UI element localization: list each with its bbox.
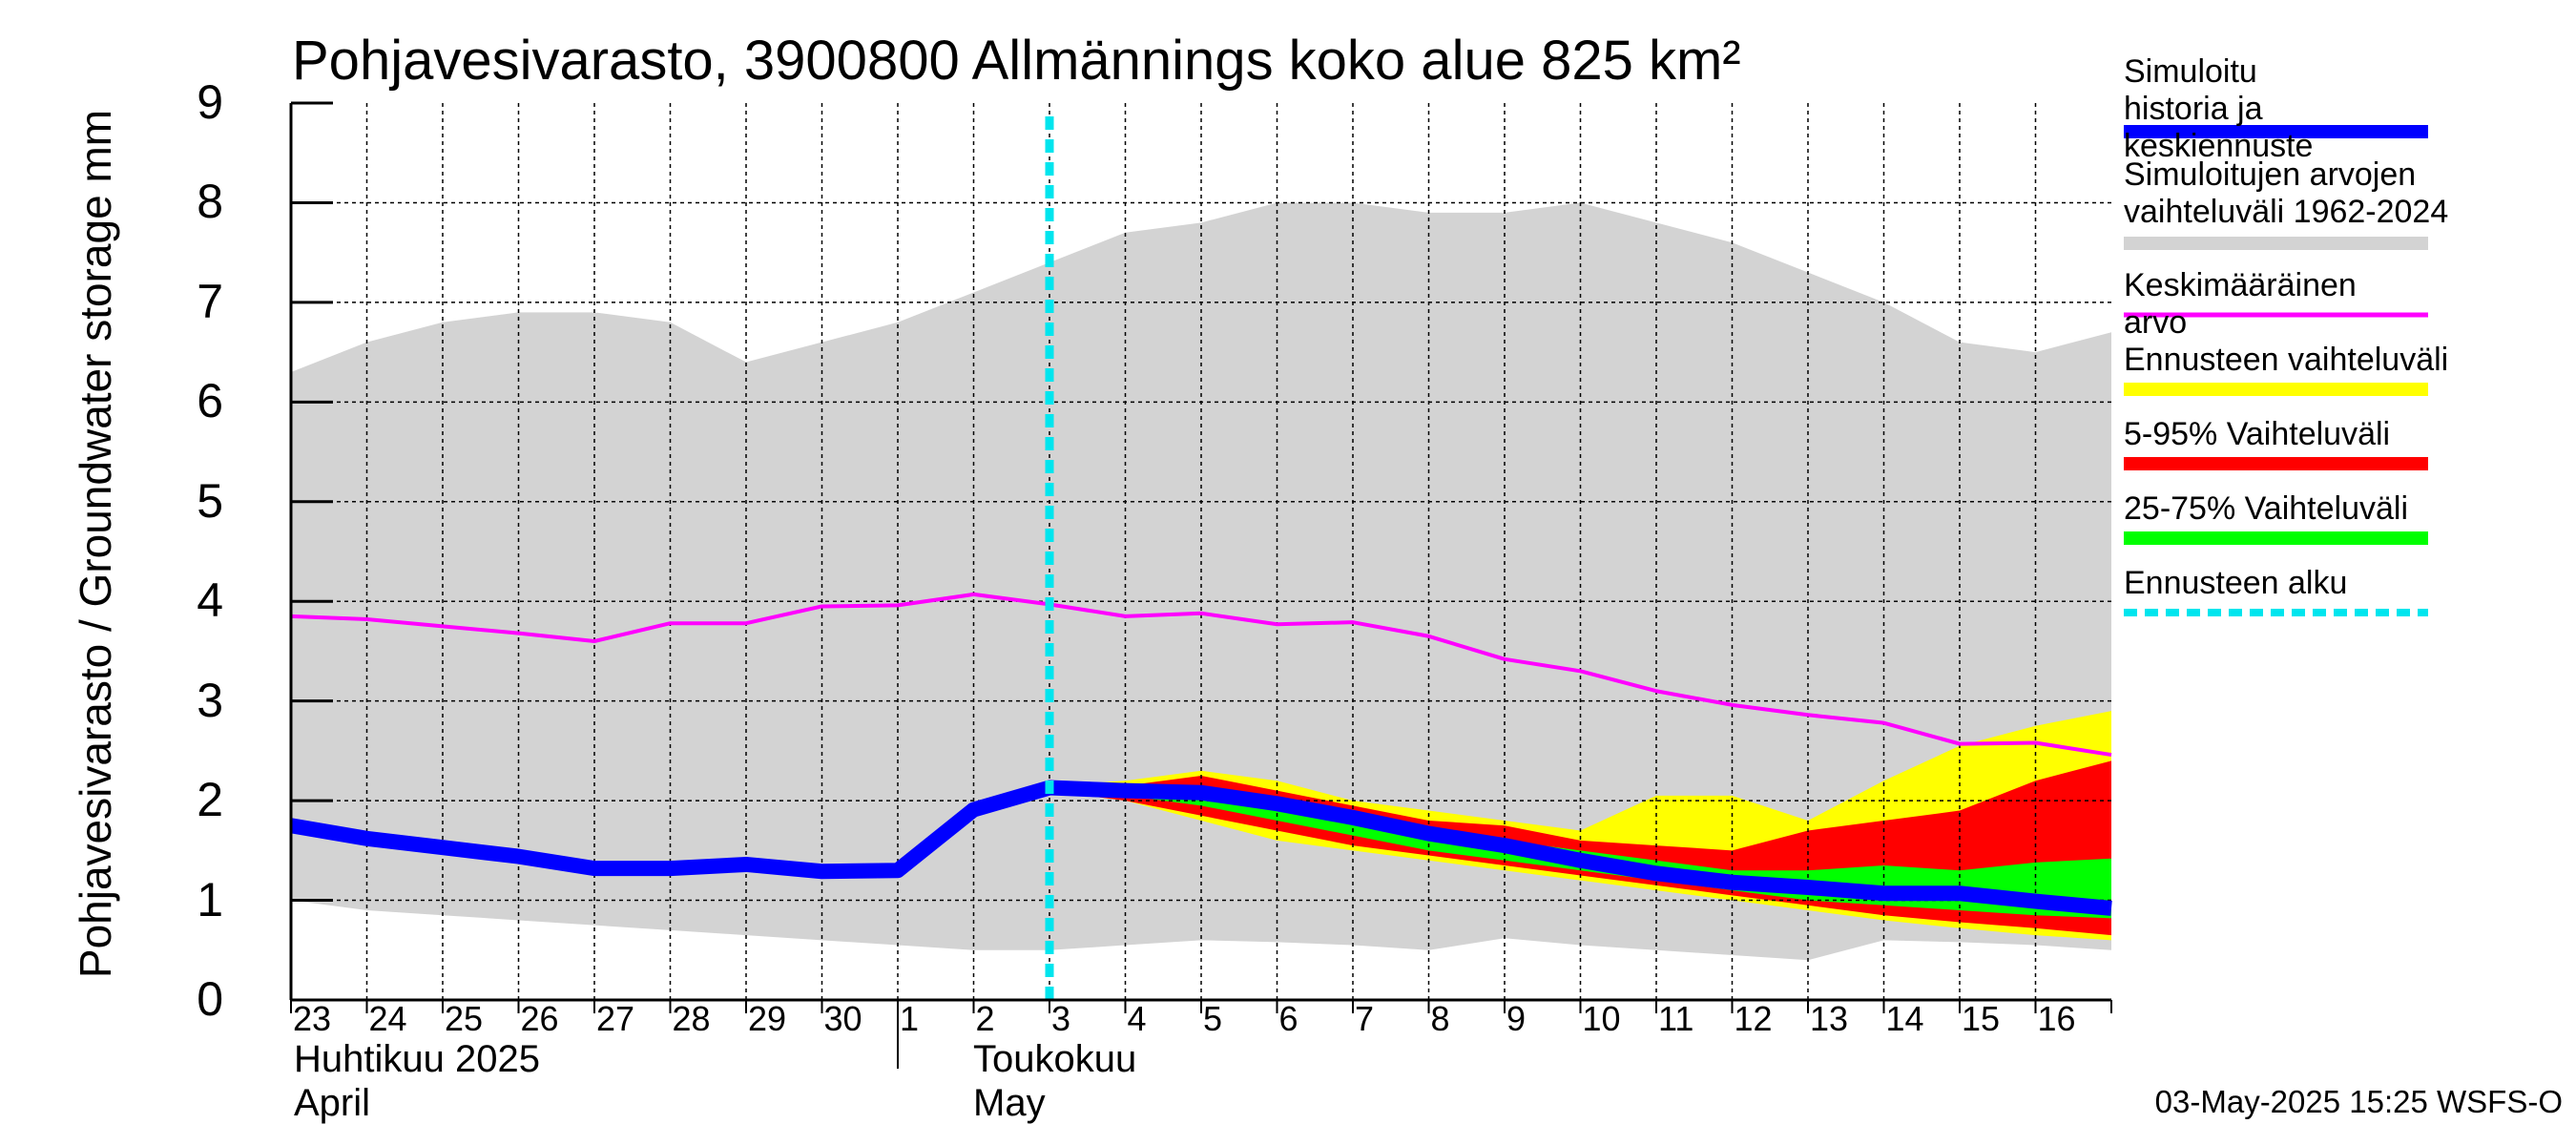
chart-title: Pohjavesivarasto, 3900800 Allmännings ko… bbox=[292, 30, 1741, 92]
x-tick-label: 4 bbox=[1127, 999, 1147, 1038]
x-tick-label: 24 bbox=[368, 999, 407, 1038]
x-tick-label: 12 bbox=[1734, 999, 1773, 1038]
x-tick-label: 30 bbox=[823, 999, 862, 1038]
timestamp: 03-May-2025 15:25 WSFS-O bbox=[2154, 1084, 2563, 1119]
x-tick-label: 26 bbox=[520, 999, 559, 1038]
month-label-april-en: April bbox=[294, 1082, 371, 1124]
x-tick-label: 5 bbox=[1203, 999, 1223, 1038]
x-tick-label: 23 bbox=[293, 999, 332, 1038]
x-tick-label: 13 bbox=[1810, 999, 1849, 1038]
x-tick-label: 9 bbox=[1506, 999, 1527, 1038]
legend-label-forecast-start: Ennusteen alku bbox=[2124, 565, 2348, 601]
x-tick-label: 15 bbox=[1962, 999, 2001, 1038]
x-tick-label: 2 bbox=[975, 999, 995, 1038]
line-simuloitu-historia-ja-keskiennuste bbox=[289, 780, 2112, 916]
legend-label-mean: Keskimääräinen arvo bbox=[2124, 267, 2357, 341]
month-label-april-fi: Huhtikuu 2025 bbox=[294, 1038, 540, 1080]
y-tick-label: 5 bbox=[197, 473, 223, 528]
line-keskim-r-inen-arvo bbox=[290, 592, 2112, 758]
y-tick-label: 3 bbox=[197, 673, 223, 727]
y-tick-label: 6 bbox=[197, 374, 223, 428]
x-tick-label: 3 bbox=[1051, 999, 1071, 1038]
x-tick-label: 29 bbox=[748, 999, 787, 1038]
y-tick-label: 2 bbox=[197, 773, 223, 827]
x-tick-label: 11 bbox=[1658, 999, 1694, 1038]
x-tick-label: 7 bbox=[1355, 999, 1375, 1038]
x-tick-label: 1 bbox=[900, 999, 920, 1038]
y-tick-label: 7 bbox=[197, 274, 223, 328]
legend-label-forecast-range: Ennusteen vaihteluväli bbox=[2124, 342, 2449, 378]
legend-label-25-75: 25-75% Vaihteluväli bbox=[2124, 490, 2408, 527]
month-label-may-en: May bbox=[973, 1082, 1046, 1124]
y-axis-label: Pohjavesivarasto / Groundwater storage m… bbox=[71, 109, 120, 979]
y-tick-label: 0 bbox=[197, 972, 223, 1026]
x-tick-label: 10 bbox=[1582, 999, 1621, 1038]
legend-label-5-95: 5-95% Vaihteluväli bbox=[2124, 416, 2391, 452]
y-tick-label: 8 bbox=[197, 175, 223, 229]
x-tick-label: 6 bbox=[1278, 999, 1298, 1038]
legend-label-sim-range: Simuloitujen arvojen vaihteluväli 1962-2… bbox=[2124, 156, 2449, 230]
y-tick-label: 1 bbox=[197, 872, 223, 926]
x-tick-label: 27 bbox=[596, 999, 635, 1038]
x-tick-label: 14 bbox=[1885, 999, 1924, 1038]
month-label-may-fi: Toukokuu bbox=[973, 1038, 1137, 1080]
legend-label-history: Simuloitu historia ja keskiennuste bbox=[2124, 53, 2314, 164]
x-tick-label: 16 bbox=[2037, 999, 2076, 1038]
y-tick-label: 9 bbox=[197, 75, 223, 129]
x-tick-label: 28 bbox=[672, 999, 711, 1038]
y-tick-label: 4 bbox=[197, 573, 223, 628]
x-tick-label: 8 bbox=[1430, 999, 1450, 1038]
x-tick-label: 25 bbox=[445, 999, 484, 1038]
